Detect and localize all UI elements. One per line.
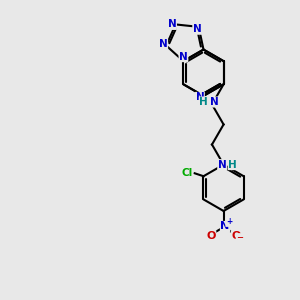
Text: N: N <box>196 92 204 102</box>
Text: N: N <box>218 160 226 170</box>
Text: N: N <box>210 97 219 107</box>
Text: −: − <box>236 233 243 242</box>
Text: N: N <box>193 24 202 34</box>
Text: +: + <box>226 218 232 226</box>
Text: N: N <box>159 39 168 49</box>
Text: O: O <box>206 231 216 241</box>
Text: O: O <box>231 231 241 241</box>
Text: N: N <box>179 52 188 62</box>
Text: H: H <box>228 160 237 170</box>
Text: N: N <box>168 20 176 29</box>
Text: Cl: Cl <box>182 168 193 178</box>
Text: H: H <box>199 97 208 107</box>
Text: N: N <box>220 221 230 231</box>
